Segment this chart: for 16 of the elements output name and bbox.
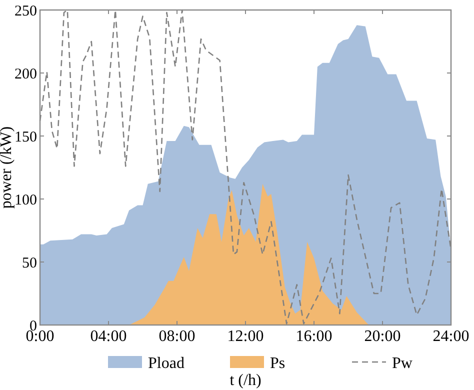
x-axis-title: t (/h) [230,372,262,389]
legend-label: Pw [392,355,413,372]
x-tick-label: 16:00 [296,328,332,345]
y-tick-label: 150 [14,129,37,146]
legend-label: Pload [148,355,184,372]
x-tick-label: 12:00 [227,328,264,345]
x-tick-label: 24:00 [432,328,470,345]
y-axis-title: power (/kW) [0,126,15,209]
y-tick-label: 100 [14,192,37,208]
y-tick-label: 250 [14,3,37,20]
y-tick-label: 200 [14,66,37,82]
x-tick-label: 08:00 [158,328,196,345]
x-tick-label: 04:00 [90,328,127,345]
x-tick-label: 20:00 [364,328,401,345]
legend-label: Ps [270,355,286,372]
y-tick-label: 50 [22,255,37,272]
